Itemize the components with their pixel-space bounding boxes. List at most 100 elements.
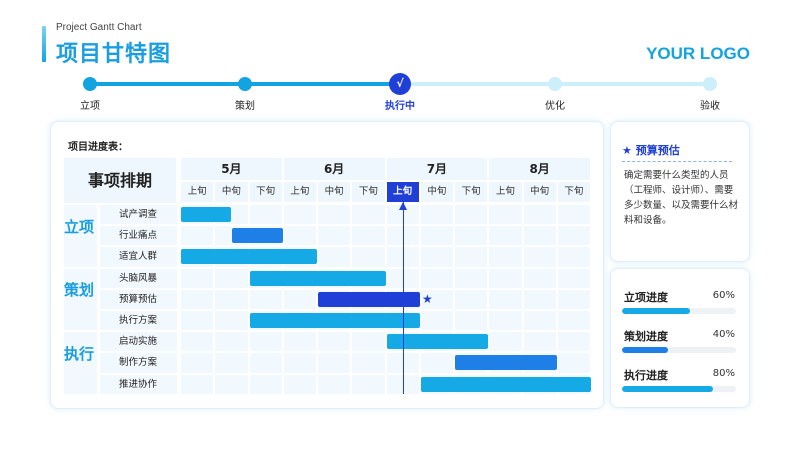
grid-cell: [523, 332, 556, 352]
budget-description: 确定需要什么类型的人员（工程师、设计师）、需要多少数量、以及需要什么材料和设备。: [624, 170, 739, 226]
period-label: 中旬: [324, 186, 344, 197]
period-label: 上旬: [495, 186, 515, 197]
grid-cell: [557, 311, 590, 331]
month-label: 6月: [323, 162, 345, 176]
gantt-bar[interactable]: [181, 207, 232, 222]
grid-cell: [523, 268, 556, 288]
gantt-bar[interactable]: [181, 249, 317, 265]
progress-bar-track: [622, 347, 736, 353]
month-header-cell: [283, 158, 385, 180]
phase-label: 执行: [64, 345, 95, 363]
title-accent-bar: [42, 26, 46, 62]
grid-cell: [523, 226, 556, 246]
task-label: 头脑风暴: [118, 272, 157, 284]
gantt-bar[interactable]: [420, 376, 591, 392]
grid-cell: [215, 311, 248, 331]
grid-cell: [557, 268, 590, 288]
period-label: 下旬: [256, 186, 276, 197]
grid-cell: [489, 332, 522, 352]
task-label: 试产调查: [118, 209, 157, 220]
grid-cell: [215, 268, 248, 288]
grid-cell: [283, 226, 316, 246]
period-header-cell: [489, 182, 522, 202]
gantt-bar[interactable]: [386, 334, 489, 350]
phase-label: 立项: [64, 217, 95, 236]
gantt-bar[interactable]: [318, 291, 420, 307]
grid-cell: [283, 289, 316, 309]
grid-cell: [489, 289, 522, 309]
grid-cell: [352, 205, 385, 225]
gantt-bar[interactable]: [455, 355, 557, 371]
phase-cell: [64, 332, 97, 394]
step-dot: [548, 77, 562, 91]
period-label: 上旬: [187, 186, 207, 197]
step-label: 策划: [235, 101, 255, 112]
star-icon: ★: [622, 144, 632, 157]
budget-title: ★ 预算预估: [622, 142, 680, 158]
task-label-cell: [100, 268, 177, 288]
task-label-cell: [100, 332, 177, 352]
gantt-bar[interactable]: [249, 313, 420, 328]
grid-cell: [386, 226, 419, 246]
grid-cell: [386, 374, 419, 394]
progress-panel: [610, 268, 750, 408]
current-period-line: [403, 202, 404, 394]
page-title: 项目甘特图: [56, 42, 172, 67]
progress-label: 执行进度: [624, 369, 668, 382]
task-label: 适宜人群: [118, 251, 157, 263]
step-label: 执行中: [385, 101, 415, 112]
grid-cell: [420, 205, 453, 225]
gantt-bar[interactable]: [232, 228, 283, 244]
task-label-cell: [100, 289, 177, 309]
grid-cell: [181, 311, 214, 331]
grid-cell: [386, 268, 419, 288]
progress-bar-fill: [622, 386, 714, 392]
month-label: 5月: [221, 162, 242, 176]
grid-cell: [557, 353, 590, 373]
task-label-cell: [100, 247, 177, 267]
grid-cell: [249, 332, 282, 352]
current-period-label: 上旬: [386, 182, 419, 202]
step-label: 验收: [700, 101, 720, 112]
grid-cell: [215, 289, 248, 309]
grid-cell: [420, 311, 453, 331]
grid-cell: [557, 247, 590, 267]
grid-cell: [318, 374, 351, 394]
period-header-cell: [523, 182, 556, 202]
grid-cell: [181, 226, 214, 246]
budget-divider: [622, 161, 732, 162]
month-header-cell: [181, 158, 282, 180]
step-dot: [83, 77, 97, 91]
grid-cell: [318, 247, 351, 267]
step-current-check-icon: √: [389, 73, 411, 95]
grid-cell: [386, 205, 419, 225]
task-label: 制作方案: [118, 357, 157, 369]
grid-cell: [557, 205, 590, 225]
task-label-cell: [100, 311, 177, 331]
page-subtitle: Project Gantt Chart: [56, 22, 142, 33]
current-period-arrow: [399, 202, 407, 210]
month-label: 7月: [426, 162, 448, 176]
gantt-bar[interactable]: [249, 270, 386, 286]
step-label: 立项: [80, 101, 100, 112]
grid-cell: [455, 268, 488, 288]
task-label: 执行方案: [118, 315, 157, 326]
progress-bar-fill: [622, 308, 691, 314]
task-label: 预算预估: [118, 293, 157, 305]
period-header-cell: [181, 182, 214, 202]
grid-cell: [352, 353, 385, 373]
grid-cell: [283, 374, 316, 394]
period-header-cell: [318, 182, 351, 202]
period-label: 下旬: [358, 186, 378, 197]
grid-cell: [318, 226, 351, 246]
progress-bar-fill: [622, 347, 668, 353]
budget-panel: [610, 121, 750, 262]
phase-cell: [64, 268, 97, 331]
grid-cell: [523, 205, 556, 225]
grid-cell: [283, 332, 316, 352]
grid-cell: [318, 332, 351, 352]
grid-cell: [215, 374, 248, 394]
period-label: 上旬: [290, 186, 310, 197]
period-header-cell: [283, 182, 316, 202]
gantt-corner-label: 事项排期: [64, 158, 176, 203]
